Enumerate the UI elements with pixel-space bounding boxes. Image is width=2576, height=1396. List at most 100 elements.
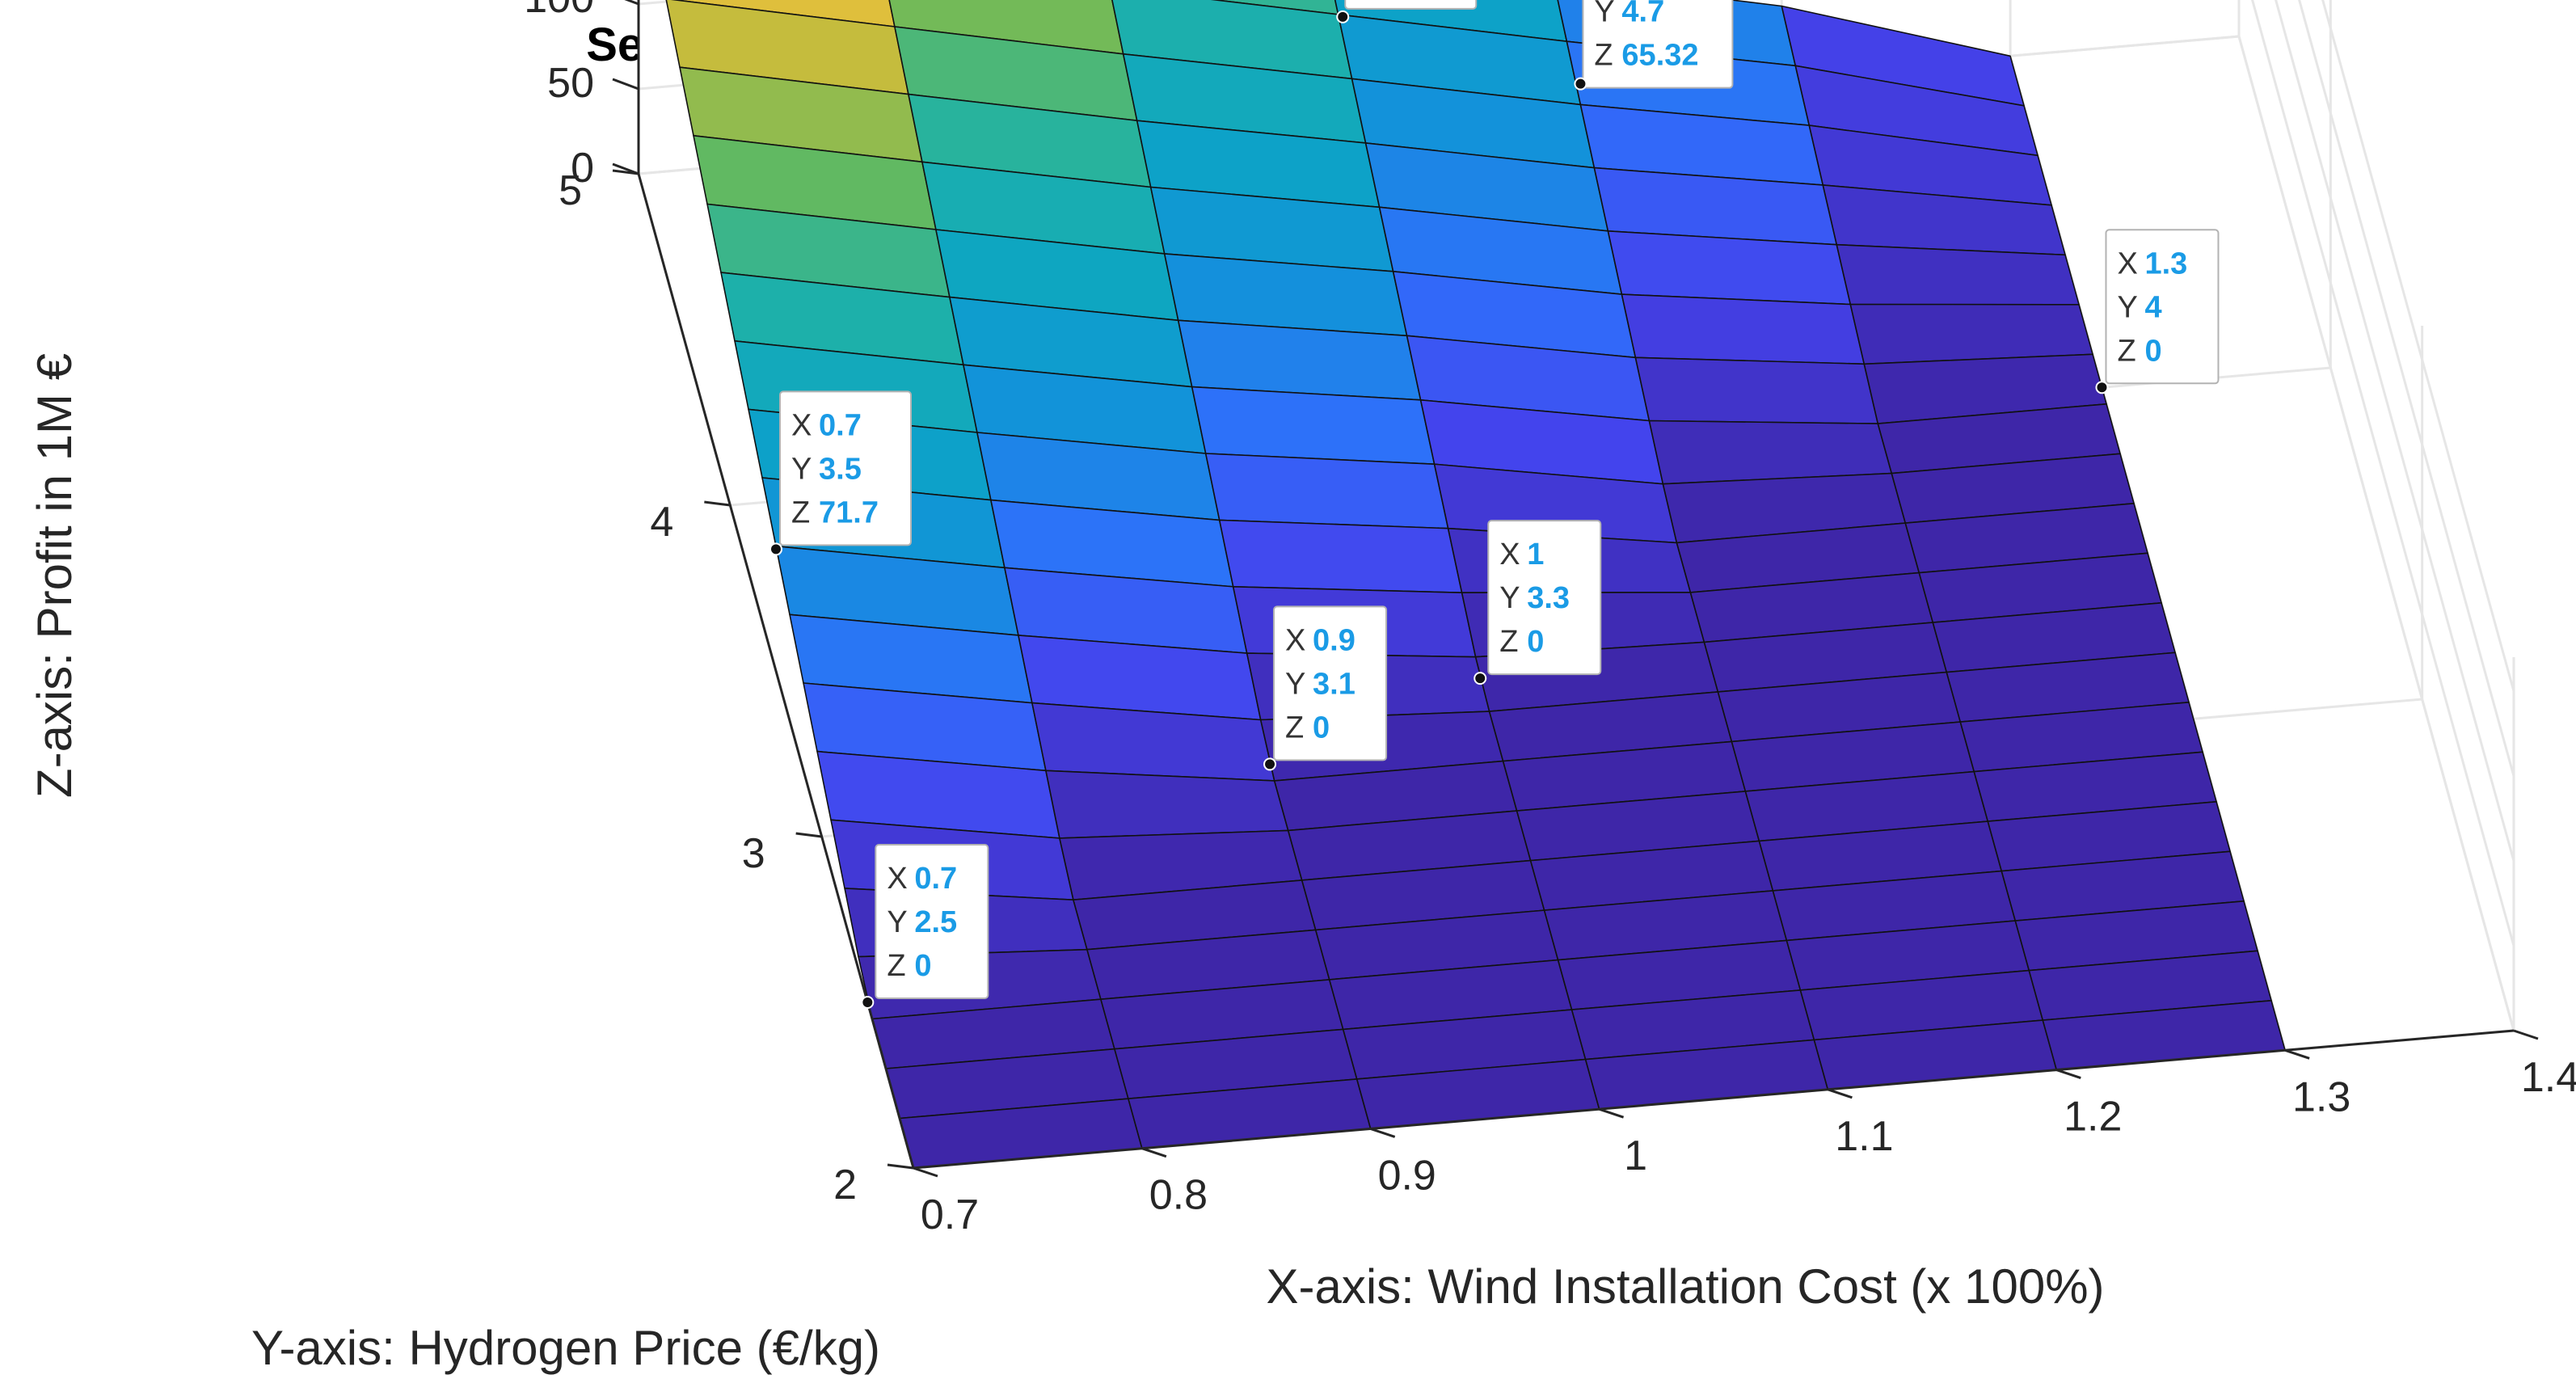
datatip-box xyxy=(875,844,989,999)
x-tick-label: 1.1 xyxy=(1835,1113,1893,1160)
x-tick-mark xyxy=(2284,1048,2310,1060)
x-tick-mark xyxy=(1599,1107,1625,1119)
datatip-value: 4.7 xyxy=(1621,0,1664,29)
z-tick-mark xyxy=(612,78,639,91)
datatip-value: 3.5 xyxy=(819,452,862,486)
datatip-value: 0 xyxy=(2144,334,2161,368)
datatip-axis-name: X xyxy=(2117,247,2137,280)
surface-cell xyxy=(1621,293,1866,365)
x-tick-mark xyxy=(1141,1147,1167,1158)
datatip-axis-name: X xyxy=(1499,538,1520,571)
surface-cell xyxy=(1045,770,1289,839)
y-tick-label: 4 xyxy=(650,499,673,546)
x-tick-label: 1 xyxy=(1624,1132,1647,1179)
datatip-value: 0.9 xyxy=(1313,623,1355,657)
y-tick-label: 5 xyxy=(559,167,582,214)
datatip-axis-name: Y xyxy=(1499,581,1520,615)
side-grid-z xyxy=(2237,36,2515,1031)
datatip[interactable]: X 0.7Y 2.5 Z 0 xyxy=(861,844,989,1009)
datatip-axis-name: Y xyxy=(1285,667,1305,701)
x-tick-mark xyxy=(1370,1128,1396,1138)
datatip-box xyxy=(1487,520,1602,676)
datatip-axis-name: Z xyxy=(1594,39,1613,73)
datatip-value: 0 xyxy=(1313,711,1330,744)
datatip-axis-name: Z xyxy=(1285,711,1304,744)
datatip[interactable]: X 0.7Y 3.5 Z 71.7 xyxy=(769,390,912,556)
x-tick-label: 0.8 xyxy=(1149,1172,1208,1219)
datatip-value: 0.7 xyxy=(914,862,957,896)
tick-labels: 0.70.80.911.11.21.31.42345050100150200 xyxy=(524,0,2576,1238)
datatip-axis-name: Z xyxy=(791,496,810,529)
datatip-axis-name: X xyxy=(791,408,812,442)
datatip[interactable]: X 1.3Y 4Z 0 xyxy=(2095,229,2220,394)
z-tick-label: 50 xyxy=(547,60,594,107)
datatip-value: 65.32 xyxy=(1621,39,1698,73)
datatip-box xyxy=(1582,0,1734,89)
z-axis-label: Z-axis: Profit in 1M € xyxy=(27,353,82,798)
side-wall xyxy=(2239,0,2514,1031)
datatip-value: 4 xyxy=(2144,290,2161,324)
datatip-value: 1 xyxy=(1527,538,1544,571)
datatip-value: 0.7 xyxy=(819,408,862,442)
datatip-axis-name: X xyxy=(887,862,907,896)
x-tick-label: 1.2 xyxy=(2064,1094,2122,1141)
datatip-marker xyxy=(1474,672,1487,685)
datatip-marker xyxy=(769,542,782,556)
side-grid-z xyxy=(2275,0,2515,862)
datatip-marker xyxy=(1336,10,1350,23)
datatip-box xyxy=(1344,0,1478,10)
datatip[interactable]: X 1Y 3.3 Z 0 xyxy=(1474,520,1602,685)
x-tick-label: 1.3 xyxy=(2292,1073,2350,1120)
z-tick-label: 0 xyxy=(571,145,594,192)
y-tick-mark xyxy=(795,832,822,838)
datatip[interactable]: X1Y4.8Z96.8 xyxy=(1336,0,1478,23)
datatip-axis-name: Y xyxy=(887,905,907,939)
surface-cell xyxy=(1204,453,1449,529)
datatip-value: 0 xyxy=(1527,625,1544,659)
x-tick-mark xyxy=(913,1166,938,1178)
datatip-axis-name: Y xyxy=(791,452,812,486)
surface-cell xyxy=(1634,356,1879,424)
datatip-box xyxy=(779,390,912,546)
datatip-axis-name: Z xyxy=(887,949,905,983)
y-tick-label: 3 xyxy=(742,830,765,877)
datatip-axis-name: Y xyxy=(2117,290,2137,324)
datatip-axis-name: Z xyxy=(2117,334,2135,368)
side-grid-z xyxy=(2298,0,2515,777)
side-grid-z xyxy=(2321,0,2515,692)
x-tick-label: 0.9 xyxy=(1378,1152,1436,1199)
datatip-value: 0 xyxy=(914,949,931,983)
surface-cell xyxy=(1191,386,1436,466)
datatip-marker xyxy=(861,996,875,1009)
y-tick-mark xyxy=(704,500,731,507)
x-axis-line xyxy=(913,1029,2515,1170)
surface-cell xyxy=(1849,303,2093,365)
datatip-marker xyxy=(2095,381,2109,394)
y-tick-mark xyxy=(887,1163,914,1170)
datatip-marker xyxy=(1263,757,1277,771)
datatip[interactable]: X 0.9Y 3.1 Z 0 xyxy=(1263,605,1388,771)
datatip-axis-name: Z xyxy=(1499,625,1518,659)
z-tick-mark xyxy=(624,0,639,6)
z-tick-label: 100 xyxy=(524,0,594,22)
datatip-box xyxy=(1273,605,1388,761)
datatip-value: 3.3 xyxy=(1527,581,1570,615)
x-axis-label: X-axis: Wind Installation Cost (x 100%) xyxy=(1266,1259,2104,1314)
y-axis-label: Y-axis: Hydrogen Price (€/kg) xyxy=(251,1321,880,1375)
datatip-marker xyxy=(1574,77,1587,91)
surface-cell xyxy=(1218,519,1463,594)
surface-cell xyxy=(1836,243,2080,306)
datatip-box xyxy=(2105,229,2220,385)
z-tick-mark xyxy=(612,162,639,175)
x-tick-mark xyxy=(2055,1069,2081,1079)
x-tick-label: 0.7 xyxy=(921,1191,979,1238)
side-grid-z xyxy=(2251,0,2515,947)
datatip-axis-name: Y xyxy=(1594,0,1614,29)
x-tick-label: 1.4 xyxy=(2521,1054,2576,1101)
x-tick-mark xyxy=(1827,1088,1853,1099)
datatip-value: 71.7 xyxy=(819,496,879,529)
datatips: X0.7Y5Z183.7X1Y4.8Z96.8X1.1Y4.7Z65.32X0.… xyxy=(769,0,2220,1009)
datatip-value: 3.1 xyxy=(1313,667,1355,701)
